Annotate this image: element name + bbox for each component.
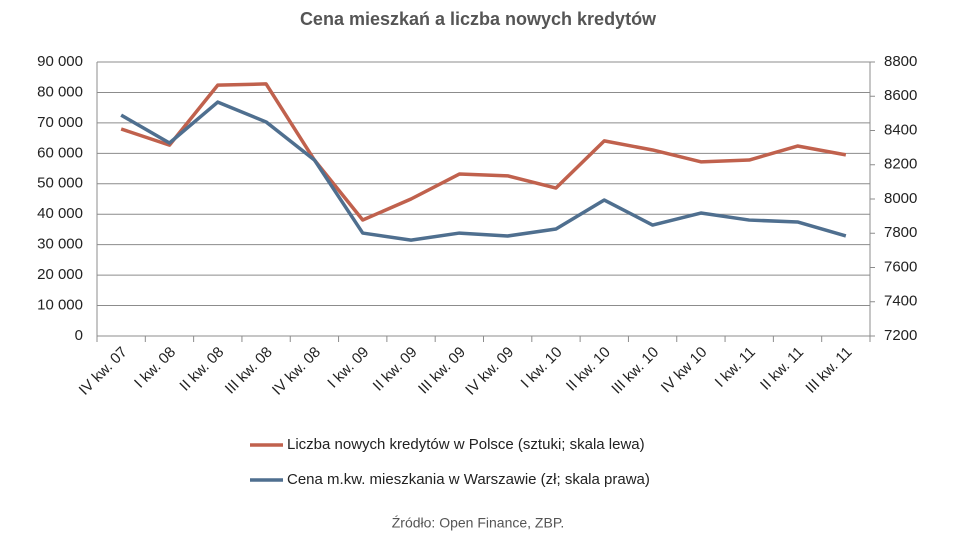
y-tick-label: 80 000: [37, 83, 83, 100]
x-tick-label: III kw. 10: [608, 344, 662, 398]
x-tick-label: I kw. 11: [712, 344, 759, 391]
x-tick-label: IV kw 10: [658, 344, 711, 397]
y-tick-label: 50 000: [37, 175, 83, 192]
y-tick-label: 60 000: [37, 144, 83, 161]
chart-title: Cena mieszkań a liczba nowych kredytów: [300, 9, 657, 29]
x-tick-label: II kw. 10: [563, 344, 614, 395]
x-tick-label: I kw. 08: [131, 344, 179, 392]
y2-tick-label: 8800: [884, 53, 917, 70]
source: Źródło: Open Finance, ZBP.: [392, 515, 565, 531]
x-tick-label: I kw. 10: [518, 344, 566, 392]
y-tick-label: 40 000: [37, 205, 83, 222]
x-tick-label: III kw. 11: [802, 344, 855, 397]
series-line: [120, 100, 847, 242]
x-tick-label: II kw. 09: [370, 344, 421, 395]
x-tick-label: III kw. 09: [415, 344, 469, 398]
x-tick-label: I kw. 09: [324, 344, 372, 392]
legend-label: Cena m.kw. mieszkania w Warszawie (zł; s…: [287, 471, 650, 488]
x-tick-label: II kw. 08: [176, 344, 227, 395]
x-tick-label: IV kw. 08: [269, 344, 324, 399]
x-tick-label: IV kw. 09: [462, 344, 517, 399]
y-tick-label: 30 000: [37, 236, 83, 253]
y2-tick-label: 8400: [884, 121, 917, 138]
y-tick-label: 90 000: [37, 53, 83, 70]
series-line: [120, 82, 847, 222]
y2-tick-label: 7200: [884, 327, 917, 344]
y2-tick-label: 8200: [884, 156, 917, 173]
y-tick-label: 70 000: [37, 114, 83, 131]
y2-tick-label: 7800: [884, 224, 917, 241]
y2-tick-label: 7600: [884, 258, 917, 275]
x-tick-label: II kw. 11: [757, 344, 807, 394]
y-tick-label: 20 000: [37, 266, 83, 283]
y2-tick-label: 7400: [884, 293, 917, 310]
legend-label: Liczba nowych kredytów w Polsce (sztuki;…: [287, 436, 645, 453]
y-tick-label: 0: [75, 327, 83, 344]
y2-tick-label: 8600: [884, 87, 917, 104]
x-tick-label: IV kw. 07: [76, 344, 131, 399]
y2-tick-label: 8000: [884, 190, 917, 207]
x-tick-label: III kw. 08: [222, 344, 276, 398]
y-tick-label: 10 000: [37, 297, 83, 314]
